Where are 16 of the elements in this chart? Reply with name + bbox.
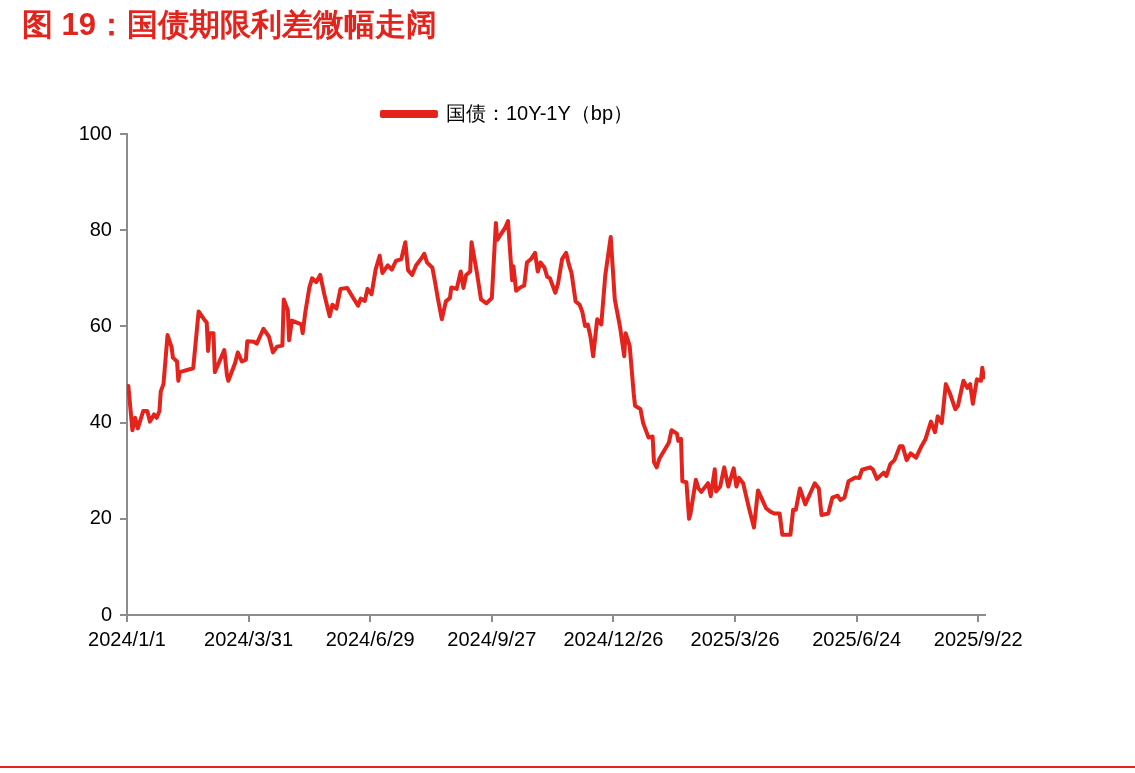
y-tick-label: 20 xyxy=(89,506,112,529)
legend-label: 国债：10Y-1Y（bp） xyxy=(445,101,634,124)
x-tick-label: 2024/1/1 xyxy=(88,627,166,650)
y-tick-label: 80 xyxy=(89,217,112,240)
x-tick-label: 2024/12/26 xyxy=(563,627,664,650)
x-tick-label: 2025/3/26 xyxy=(690,627,780,650)
chart-title: 图 19：国债期限利差微幅走阔 xyxy=(22,6,438,44)
x-tick-label: 2024/3/31 xyxy=(204,627,294,650)
x-tick-label: 2025/9/22 xyxy=(933,627,1023,650)
x-tick-label: 2025/6/24 xyxy=(812,627,902,650)
y-tick-label: 100 xyxy=(78,121,112,144)
x-tick-label: 2024/9/27 xyxy=(447,627,537,650)
x-tick-label: 2024/6/29 xyxy=(325,627,415,650)
y-tick-label: 0 xyxy=(100,602,112,625)
y-tick-label: 40 xyxy=(89,410,112,433)
y-tick-label: 60 xyxy=(89,313,112,336)
